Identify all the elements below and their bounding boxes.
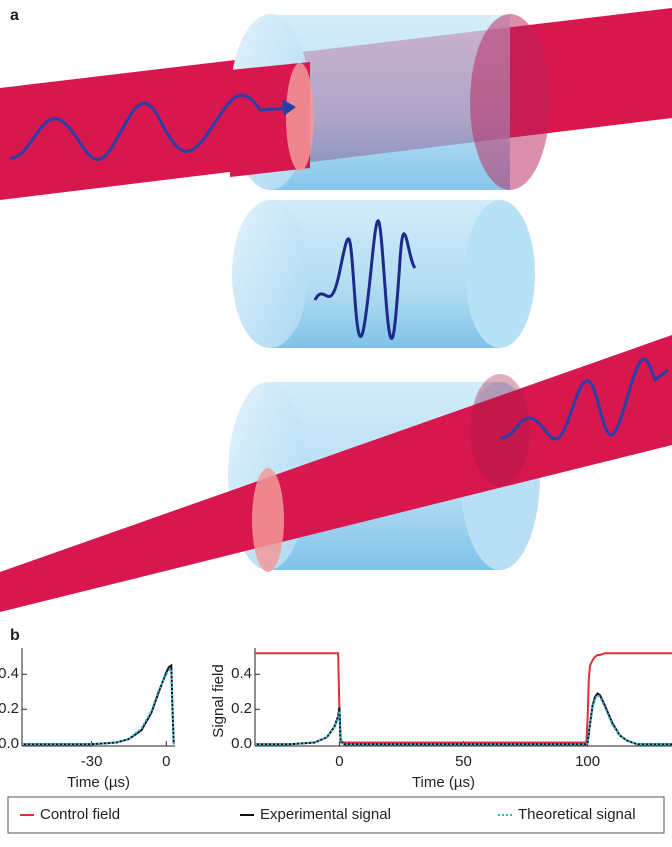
legend-label: Experimental signal (260, 806, 391, 823)
x-tick-label: 0 (162, 753, 170, 770)
x-tick-label: 100 (575, 753, 600, 770)
legend-label: Theoretical signal (518, 806, 636, 823)
cylinder-face (465, 200, 535, 348)
y-tick-label: 0.0 (231, 735, 252, 752)
series-line (255, 695, 672, 744)
y-tick-label: 0.2 (0, 700, 19, 717)
series-line (255, 653, 672, 742)
beam-ring (252, 468, 284, 572)
cylinder-face (232, 200, 308, 348)
cylinder-face (470, 14, 550, 190)
x-tick-label: 0 (335, 753, 343, 770)
y-tick-label: 0.0 (0, 735, 19, 752)
y-axis-label: Signal field (210, 664, 227, 737)
legend-label: Control field (40, 806, 120, 823)
figure: a b 0.00.20.4-300Time (µs)Signal field0.… (0, 0, 672, 842)
panel-label: b (10, 627, 20, 644)
x-tick-label: 50 (455, 753, 472, 770)
series-line (255, 694, 672, 745)
series-line (22, 666, 174, 745)
x-axis-label: Time (µs) (412, 774, 475, 791)
y-tick-label: 0.4 (231, 665, 252, 682)
illustration (0, 8, 672, 612)
beam (0, 335, 672, 612)
beam-ring (470, 374, 530, 486)
y-tick-label: 0.4 (0, 665, 19, 682)
series-line (22, 669, 174, 744)
x-axis-label: Time (µs) (67, 774, 130, 791)
x-tick-label: -30 (81, 753, 103, 770)
y-tick-label: 0.2 (231, 700, 252, 717)
beam-ring (286, 63, 314, 171)
panel-label: a (10, 7, 19, 24)
